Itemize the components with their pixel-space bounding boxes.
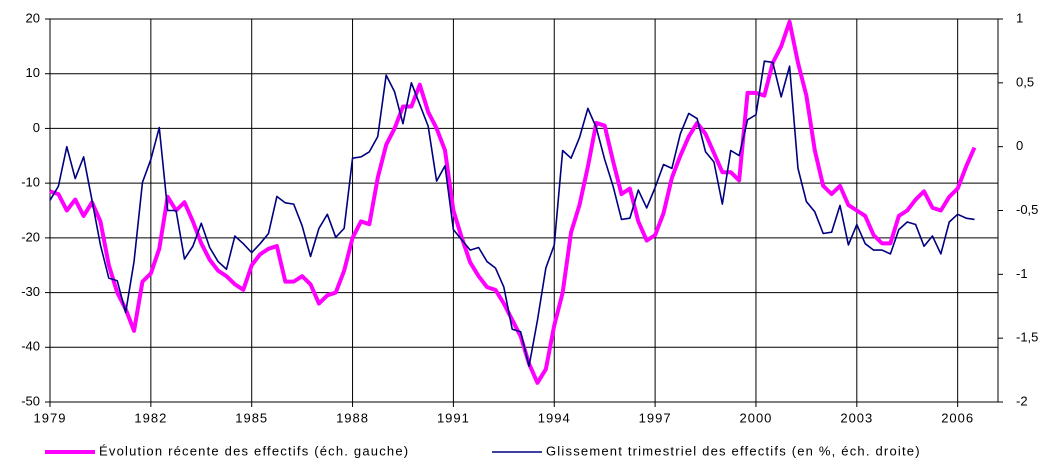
x-tick-label: 2000 — [739, 410, 772, 425]
x-tick-label: 1979 — [34, 410, 67, 425]
series-line — [49, 19, 977, 385]
y-tick-label: -30 — [21, 284, 40, 299]
legend-text: Évolution récente des effectifs (éch. ga… — [99, 443, 409, 458]
y2-tick-label: -1,5 — [1016, 330, 1038, 345]
y-tick-label: -10 — [21, 175, 40, 190]
legend-text: Glissement trimestriel des effectifs (en… — [546, 443, 921, 458]
x-tick-label: 1988 — [336, 410, 369, 425]
y-tick-label: 10 — [26, 65, 40, 80]
y2-tick-label: 1 — [1016, 10, 1023, 25]
y2-tick-label: 0 — [1016, 138, 1023, 153]
x-tick-label: 2003 — [840, 410, 873, 425]
y-tick-label: -50 — [21, 393, 40, 408]
x-tick-label: 1991 — [437, 410, 470, 425]
x-tick-label: 1982 — [134, 410, 167, 425]
y2-tick-label: -2 — [1016, 393, 1028, 408]
x-tick-label: 2006 — [941, 410, 974, 425]
y-tick-label: 0 — [33, 120, 40, 135]
series-line — [49, 60, 975, 368]
y2-tick-label: 0,5 — [1016, 74, 1034, 89]
y-tick-label: -20 — [21, 229, 40, 244]
x-tick-label: 1985 — [235, 410, 268, 425]
y-tick-label: -40 — [21, 339, 40, 354]
x-tick-label: 1994 — [538, 410, 571, 425]
y-tick-label: 20 — [26, 10, 40, 25]
y2-tick-label: -0,5 — [1016, 202, 1038, 217]
y2-tick-label: -1 — [1016, 266, 1028, 281]
x-tick-label: 1997 — [639, 410, 672, 425]
